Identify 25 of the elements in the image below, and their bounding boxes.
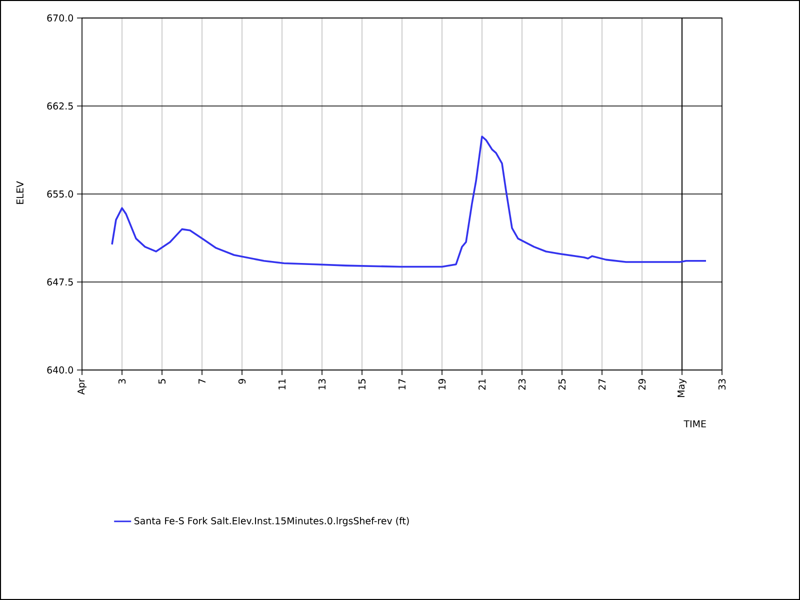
y-tick-label: 655.0 <box>47 190 74 198</box>
x-tick-label: 29 <box>638 379 646 390</box>
y-tick-label: 662.5 <box>47 102 73 110</box>
x-tick-label: Apr <box>78 378 86 395</box>
x-tick-label: 13 <box>318 379 326 390</box>
y-tick-label: 647.5 <box>47 278 73 286</box>
x-tick-label: 23 <box>518 379 526 390</box>
x-tick-label: 3 <box>118 379 126 384</box>
x-tick-label: 7 <box>198 379 206 384</box>
legend-label: Santa Fe-S Fork Salt.Elev.Inst.15Minutes.0.lrgsShef-rev (ft) <box>134 517 409 526</box>
x-tick-label: 5 <box>158 379 166 384</box>
x-tick-label: 9 <box>238 379 246 384</box>
x-tick-label: 27 <box>598 379 606 390</box>
x-tick-label: May <box>678 378 686 397</box>
y-tick-label: 670.0 <box>47 14 74 22</box>
x-tick-label: 33 <box>718 379 726 390</box>
x-tick-label: 21 <box>478 379 486 390</box>
y-tick-label: 640.0 <box>47 366 74 374</box>
x-tick-label: 15 <box>358 379 366 390</box>
x-tick-label: 25 <box>558 379 566 390</box>
x-tick-label: 17 <box>398 379 406 390</box>
x-tick-label: 19 <box>438 379 446 390</box>
x-axis-title: TIME <box>684 420 706 428</box>
x-tick-label: 11 <box>278 379 286 390</box>
y-axis-title: ELEV <box>16 181 24 204</box>
